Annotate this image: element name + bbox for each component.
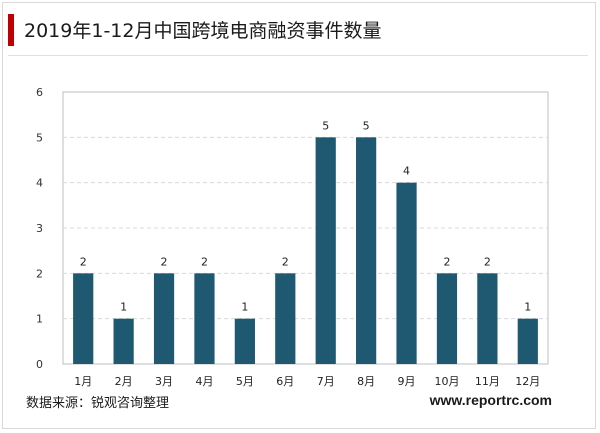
bar-4月 — [194, 273, 215, 364]
data-label: 1 — [241, 301, 248, 314]
bar-2月 — [113, 318, 134, 364]
data-label: 1 — [120, 301, 127, 314]
data-label: 5 — [363, 119, 370, 132]
data-label: 5 — [322, 119, 329, 132]
bar-1月 — [73, 273, 94, 364]
bar-7月 — [315, 137, 336, 364]
data-label: 2 — [201, 255, 208, 268]
x-tick-label: 11月 — [475, 375, 500, 388]
y-tick-label: 4 — [36, 177, 43, 190]
y-tick-label: 6 — [36, 86, 43, 99]
bar-11月 — [477, 273, 498, 364]
x-tick-label: 3月 — [155, 375, 173, 388]
bar-6月 — [275, 273, 296, 364]
x-tick-label: 8月 — [357, 375, 375, 388]
x-tick-label: 10月 — [434, 375, 459, 388]
bar-5月 — [234, 318, 255, 364]
bar-3月 — [153, 273, 175, 364]
chart-title: 2019年1-12月中国跨境电商融资事件数量 — [24, 20, 382, 42]
y-tick-label: 1 — [36, 313, 43, 326]
bar-10月 — [436, 273, 458, 364]
y-tick-label: 5 — [36, 131, 43, 144]
data-label: 4 — [403, 165, 410, 178]
data-label: 1 — [524, 301, 531, 314]
chart-frame — [2, 2, 596, 429]
x-tick-label: 4月 — [195, 375, 213, 388]
bar-9月 — [396, 182, 417, 364]
data-source-note: 数据来源：锐观咨询整理 — [26, 396, 170, 411]
y-tick-label: 2 — [36, 267, 43, 280]
x-tick-label: 2月 — [115, 375, 133, 388]
title-accent-bar — [8, 14, 14, 46]
x-tick-label: 1月 — [74, 375, 92, 388]
x-tick-label: 9月 — [398, 375, 416, 388]
bar-12月 — [517, 318, 538, 364]
x-tick-label: 5月 — [236, 375, 254, 388]
data-label: 2 — [161, 255, 168, 268]
website-label: www.reportrc.com — [429, 392, 552, 408]
data-label: 2 — [484, 255, 491, 268]
y-tick-label: 3 — [36, 222, 43, 235]
x-tick-label: 7月 — [317, 375, 335, 388]
x-tick-label: 12月 — [515, 375, 540, 388]
title-divider — [8, 55, 588, 56]
y-tick-label: 0 — [36, 358, 43, 371]
data-label: 2 — [443, 255, 450, 268]
x-tick-label: 6月 — [276, 375, 294, 388]
bar-8月 — [356, 137, 377, 364]
data-label: 2 — [80, 255, 87, 268]
data-label: 2 — [282, 255, 289, 268]
